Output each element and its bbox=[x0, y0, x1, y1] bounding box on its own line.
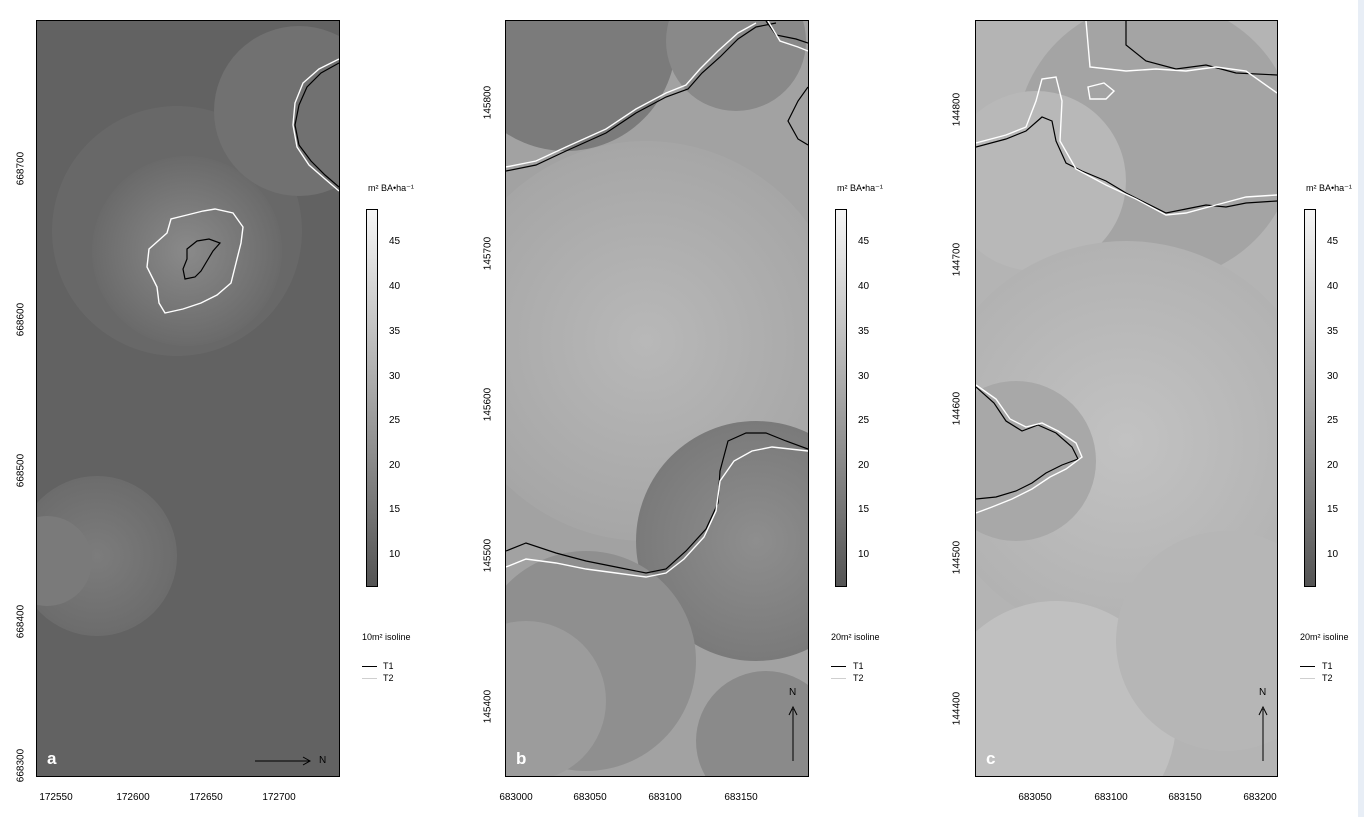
y-tick-a-4: 668300 bbox=[15, 748, 27, 783]
colorbar-tick-b-10: 10 bbox=[858, 549, 870, 560]
isoline-title-a: 10m² isoline bbox=[362, 632, 411, 642]
legend-line-t1-c bbox=[1300, 666, 1315, 667]
colorbar-tick-b-30: 30 bbox=[858, 371, 870, 382]
colorbar-c bbox=[1304, 209, 1316, 587]
colorbar-tick-b-25: 25 bbox=[858, 415, 870, 426]
x-tick-a-3: 172700 bbox=[262, 792, 296, 803]
legend-unit-c: m² BA•ha⁻¹ bbox=[1306, 183, 1352, 193]
map-raster-b[interactable]: N b bbox=[505, 20, 809, 777]
y-tick-a-0: 668700 bbox=[15, 151, 27, 186]
colorbar-tick-b-40: 40 bbox=[858, 281, 870, 292]
legend-label-t1-b: T1 bbox=[853, 661, 864, 671]
map-raster-c[interactable]: N c bbox=[975, 20, 1278, 777]
colorbar-tick-b-15: 15 bbox=[858, 504, 870, 515]
colorbar-b bbox=[835, 209, 847, 587]
colorbar-tick-a-40: 40 bbox=[389, 281, 401, 292]
x-tick-c-3: 683200 bbox=[1243, 792, 1277, 803]
legend-line-t2-b bbox=[831, 678, 846, 679]
colorbar-tick-c-30: 30 bbox=[1327, 371, 1339, 382]
x-tick-a-2: 172650 bbox=[189, 792, 223, 803]
y-tick-b-3: 145500 bbox=[482, 538, 494, 573]
colorbar-tick-c-35: 35 bbox=[1327, 326, 1339, 337]
legend-line-t1-b bbox=[831, 666, 846, 667]
isoline-title-b: 20m² isoline bbox=[831, 632, 880, 642]
colorbar-tick-a-30: 30 bbox=[389, 371, 401, 382]
legend-line-t2-c bbox=[1300, 678, 1315, 679]
north-label-c: N bbox=[1259, 687, 1267, 698]
legend-unit-a: m² BA•ha⁻¹ bbox=[368, 183, 414, 193]
y-tick-a-2: 668500 bbox=[15, 453, 27, 488]
colorbar-tick-c-45: 45 bbox=[1327, 236, 1339, 247]
legend-unit-b: m² BA•ha⁻¹ bbox=[837, 183, 883, 193]
y-tick-a-3: 668400 bbox=[15, 604, 27, 639]
colorbar-tick-a-25: 25 bbox=[389, 415, 401, 426]
x-tick-c-2: 683150 bbox=[1168, 792, 1202, 803]
y-tick-c-1: 144700 bbox=[951, 242, 963, 277]
colorbar-tick-b-35: 35 bbox=[858, 326, 870, 337]
legend-label-t1-a: T1 bbox=[383, 661, 394, 671]
y-tick-a-1: 668600 bbox=[15, 302, 27, 337]
x-tick-b-0: 683000 bbox=[499, 792, 533, 803]
isoline-t2-a bbox=[146, 208, 244, 314]
colorbar-tick-a-20: 20 bbox=[389, 460, 401, 471]
y-tick-c-3: 144500 bbox=[951, 540, 963, 575]
isoline-title-c: 20m² isoline bbox=[1300, 632, 1349, 642]
legend-label-t1-c: T1 bbox=[1322, 661, 1333, 671]
colorbar-tick-a-15: 15 bbox=[389, 504, 401, 515]
y-tick-c-4: 144400 bbox=[951, 691, 963, 726]
colorbar-tick-c-20: 20 bbox=[1327, 460, 1339, 471]
x-tick-c-1: 683100 bbox=[1094, 792, 1128, 803]
x-tick-a-1: 172600 bbox=[116, 792, 150, 803]
colorbar-tick-c-25: 25 bbox=[1327, 415, 1339, 426]
colorbar-tick-a-10: 10 bbox=[389, 549, 401, 560]
colorbar-tick-b-20: 20 bbox=[858, 460, 870, 471]
y-tick-b-4: 145400 bbox=[482, 689, 494, 724]
map-raster-a[interactable]: N a bbox=[36, 20, 340, 777]
colorbar-tick-a-45: 45 bbox=[389, 236, 401, 247]
x-tick-c-0: 683050 bbox=[1018, 792, 1052, 803]
colorbar-tick-b-45: 45 bbox=[858, 236, 870, 247]
north-label-a: N bbox=[319, 755, 327, 766]
page-scrollbar[interactable] bbox=[1358, 0, 1364, 817]
panel-letter-a: a bbox=[47, 749, 57, 768]
colorbar-tick-c-15: 15 bbox=[1327, 504, 1339, 515]
x-tick-a-0: 172550 bbox=[39, 792, 73, 803]
x-tick-b-3: 683150 bbox=[724, 792, 758, 803]
colorbar-tick-a-35: 35 bbox=[389, 326, 401, 337]
y-tick-b-2: 145600 bbox=[482, 387, 494, 422]
y-tick-b-0: 145800 bbox=[482, 85, 494, 120]
y-tick-c-0: 144800 bbox=[951, 92, 963, 127]
colorbar-tick-c-40: 40 bbox=[1327, 281, 1339, 292]
panel-letter-b: b bbox=[516, 749, 527, 768]
y-tick-b-1: 145700 bbox=[482, 236, 494, 271]
x-tick-b-2: 683100 bbox=[648, 792, 682, 803]
isoline-t1-a bbox=[182, 238, 222, 280]
x-tick-b-1: 683050 bbox=[573, 792, 607, 803]
legend-line-t1-a bbox=[362, 666, 377, 667]
panel-letter-c: c bbox=[986, 749, 996, 768]
north-label-b: N bbox=[789, 687, 797, 698]
legend-line-t2-a bbox=[362, 678, 377, 679]
colorbar-a bbox=[366, 209, 378, 587]
legend-label-t2-c: T2 bbox=[1322, 673, 1333, 683]
legend-label-t2-a: T2 bbox=[383, 673, 394, 683]
colorbar-tick-c-10: 10 bbox=[1327, 549, 1339, 560]
y-tick-c-2: 144600 bbox=[951, 391, 963, 426]
legend-label-t2-b: T2 bbox=[853, 673, 864, 683]
